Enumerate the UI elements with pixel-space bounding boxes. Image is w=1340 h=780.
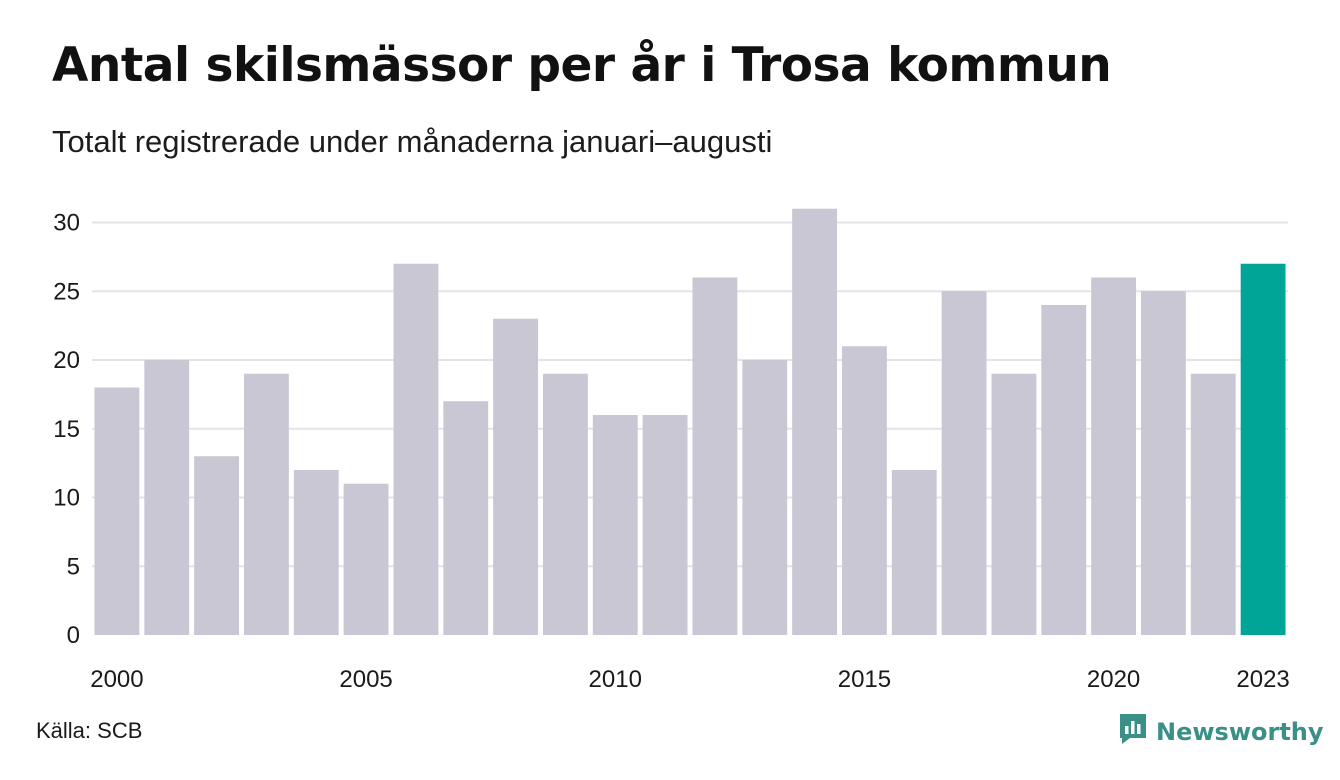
newsworthy-logo-icon <box>1118 712 1148 751</box>
x-tick-label: 2023 <box>1236 666 1289 693</box>
bar-2020 <box>1091 277 1136 635</box>
brand-logo: Newsworthy <box>1118 712 1324 751</box>
bar-2011 <box>642 415 688 635</box>
bar-2007 <box>443 401 489 635</box>
bar-2016 <box>891 470 937 635</box>
bar-2009 <box>543 373 588 635</box>
x-axis-ticks: 2000 2005 2010 2015 2020 2023 <box>90 666 1290 693</box>
y-tick-label: 0 <box>67 622 80 649</box>
y-tick-label: 15 <box>53 416 80 443</box>
bar-2018 <box>991 373 1037 635</box>
bar-2004 <box>293 470 339 635</box>
bar-2001 <box>144 360 190 635</box>
x-tick-label: 2015 <box>838 666 891 693</box>
brand-name: Newsworthy <box>1156 717 1324 746</box>
gridlines <box>92 221 1288 568</box>
bar-2006 <box>393 263 439 635</box>
x-tick-label: 2005 <box>339 666 392 693</box>
bar-2019 <box>1041 305 1087 635</box>
bars <box>94 208 1286 635</box>
y-tick-label: 30 <box>53 210 80 237</box>
bar-2002 <box>194 456 239 635</box>
bar-2013 <box>742 360 788 635</box>
y-tick-label: 10 <box>53 485 80 512</box>
x-tick-label: 2000 <box>90 666 143 693</box>
bar-2003 <box>244 373 289 635</box>
source-label: Källa: SCB <box>36 718 143 743</box>
y-tick-label: 20 <box>53 347 80 374</box>
bar-2008 <box>493 318 538 635</box>
x-tick-label: 2010 <box>589 666 642 693</box>
bar-2000 <box>94 387 140 635</box>
bar-2010 <box>592 415 638 635</box>
bar-2014 <box>792 208 837 635</box>
y-axis-ticks: 0 5 10 15 20 25 30 <box>53 210 80 650</box>
bar-2012 <box>692 277 738 635</box>
bar-2022 <box>1190 373 1236 635</box>
chart-title: Antal skilsmässor per år i Trosa kommun <box>52 38 1112 93</box>
y-tick-label: 5 <box>67 553 80 580</box>
y-tick-label: 25 <box>53 278 80 305</box>
x-tick-label: 2020 <box>1087 666 1140 693</box>
chart-subtitle: Totalt registrerade under månaderna janu… <box>52 124 773 159</box>
bar-chart: 0 5 10 15 20 25 30 2000 2005 2010 2015 2020 2023 <box>53 208 1290 693</box>
bar-2023 <box>1240 263 1286 635</box>
bar-2021 <box>1141 291 1186 635</box>
bar-2017 <box>941 291 987 635</box>
bar-2005 <box>343 483 389 635</box>
bar-2015 <box>842 346 887 635</box>
